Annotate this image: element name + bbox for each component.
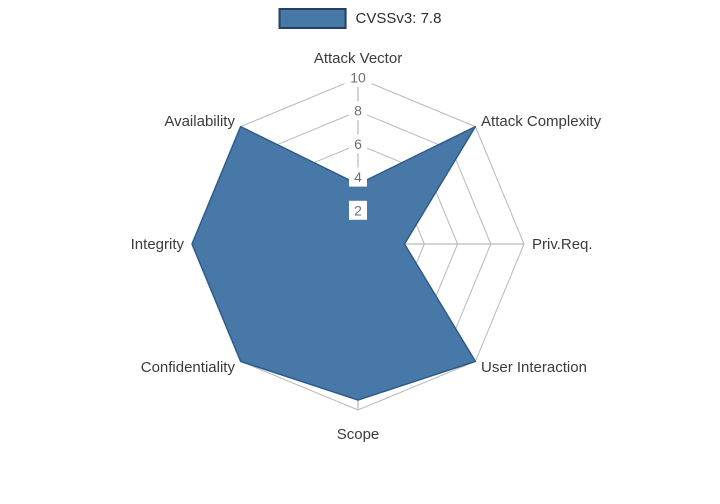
axis-label: Attack Complexity [481,113,602,130]
radial-tick-box [349,134,367,154]
axis-label: Availability [164,113,235,130]
radial-tick-box [349,101,367,121]
legend-label: CVSSv3: 7.8 [355,10,442,27]
axis-label: Attack Vector [314,50,402,67]
axis-label: Priv.Req. [532,236,593,253]
axis-label: User Interaction [481,359,587,376]
radial-tick-label: 8 [354,103,362,119]
radar-data-polygon [191,125,477,401]
radial-tick-box [349,200,367,220]
axis-label: Integrity [131,236,185,253]
radial-tick-label: 4 [354,169,362,185]
radial-tick-box [344,68,372,87]
radial-tick-label: 10 [350,70,366,86]
legend: CVSSv3: 7.8 [278,8,442,29]
radial-tick-label: 6 [354,136,362,152]
legend-swatch [278,8,347,29]
axis-label: Confidentiality [141,359,236,376]
axis-label: Scope [337,426,380,443]
radial-tick-label: 2 [354,202,362,218]
radial-tick-box [349,167,367,187]
